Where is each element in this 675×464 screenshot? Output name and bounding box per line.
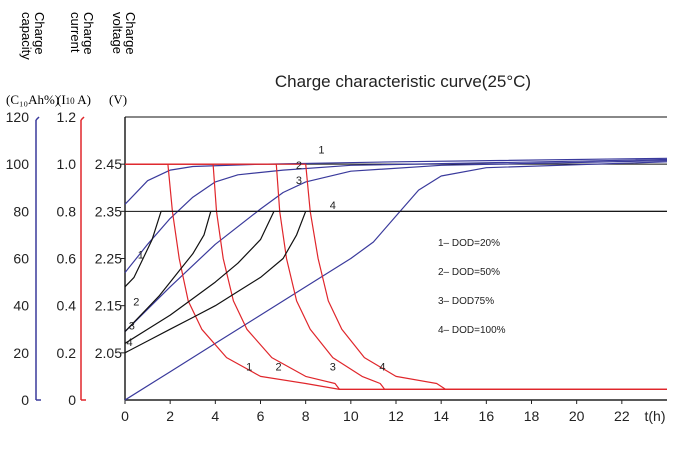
capacity-axis-title-line2: capacity	[19, 12, 34, 60]
current-curve-4	[125, 163, 667, 390]
capacity-curve-1	[124, 157, 668, 205]
x-tick-label: 12	[388, 408, 404, 424]
current-unit-prefix: (I	[57, 92, 66, 107]
capacity-curve-label-3: 3	[296, 175, 302, 187]
voltage-curve-label-3: 3	[129, 320, 135, 332]
current-axis-title-line1: Charge	[81, 12, 96, 55]
current-tick-label: 0	[68, 392, 76, 408]
current-axis-unit: (I10 A)	[57, 92, 91, 107]
x-tick-label: 20	[569, 408, 585, 424]
current-curve-1	[125, 163, 667, 390]
current-unit-subscript: 10	[66, 96, 76, 106]
current-curve-2	[125, 163, 667, 390]
voltage-tick-label: 2.15	[95, 298, 122, 314]
voltage-curve-2	[124, 211, 212, 333]
voltage-curve-label-4: 4	[126, 337, 132, 349]
capacity-tick-label: 20	[13, 345, 29, 361]
capacity-curve-label-2: 2	[296, 160, 302, 172]
legend: 1– DOD=20% 2– DOD=50% 3– DOD75% 4– DOD=100%	[438, 238, 506, 336]
capacity-tick-label: 40	[13, 298, 29, 314]
voltage-axis-title-line1: Charge	[123, 12, 138, 55]
capacity-curve-4	[124, 161, 668, 401]
chart-title: Charge characteristic curve(25°C)	[275, 72, 531, 91]
current-axis-title-line2: current	[68, 12, 83, 53]
capacity-curve-label-4: 4	[330, 200, 336, 212]
axes-layer: 02040608010012000.20.40.60.81.01.22.052.…	[6, 109, 667, 424]
voltage-tick-label: 2.05	[95, 345, 122, 361]
x-tick-label: 2	[166, 408, 174, 424]
axis-header-capacity: Charge capacity (C₁₀Ah%)	[6, 12, 59, 107]
voltage-tick-label: 2.45	[95, 156, 122, 172]
x-axis-label: t(h)	[645, 408, 666, 424]
x-tick-label: 8	[302, 408, 310, 424]
x-tick-label: 16	[479, 408, 495, 424]
capacity-axis-title-line1: Charge	[32, 12, 47, 55]
voltage-axis-title-line2: voltage	[110, 12, 125, 54]
voltage-tick-label: 2.35	[95, 203, 122, 219]
current-tick-label: 0.6	[57, 251, 77, 267]
axis-header-current: Charge current (I10 A)	[57, 12, 96, 107]
current-tick-label: 1.0	[57, 156, 77, 172]
x-tick-label: 10	[343, 408, 359, 424]
legend-entry: 4– DOD=100%	[438, 325, 506, 336]
x-tick-label: 18	[524, 408, 540, 424]
capacity-axis-cap	[35, 116, 40, 121]
current-unit-suffix: A)	[75, 92, 91, 107]
current-tick-label: 0.8	[57, 203, 77, 219]
x-tick-label: 22	[614, 408, 630, 424]
capacity-tick-label: 60	[13, 251, 29, 267]
current-curve-label-2: 2	[276, 362, 282, 374]
current-axis-cap	[80, 116, 85, 121]
capacity-tick-label: 80	[13, 203, 29, 219]
capacity-curve-2	[124, 158, 668, 273]
current-curve-3	[125, 163, 667, 390]
current-curve-label-3: 3	[330, 362, 336, 374]
voltage-curve-4	[124, 211, 307, 354]
curve-labels-layer: 1 2 3 4 1 2 3 4 1 2 3 4	[126, 145, 385, 374]
capacity-axis-unit: (C₁₀Ah%)	[6, 92, 59, 107]
x-tick-label: 4	[211, 408, 219, 424]
voltage-axis-unit: (V)	[109, 92, 127, 107]
voltage-curve-1	[124, 210, 667, 288]
x-tick-label: 0	[121, 408, 129, 424]
legend-entry: 3– DOD75%	[438, 296, 494, 307]
current-curve-label-4: 4	[379, 362, 385, 374]
voltage-tick-label: 2.25	[95, 251, 122, 267]
legend-entry: 1– DOD=20%	[438, 238, 500, 249]
current-tick-label: 1.2	[57, 109, 77, 125]
capacity-tick-label: 0	[21, 392, 29, 408]
voltage-curve-label-2: 2	[133, 297, 139, 309]
legend-entry: 2– DOD=50%	[438, 267, 500, 278]
capacity-curve-3	[124, 160, 668, 333]
x-tick-label: 14	[433, 408, 449, 424]
current-curve-label-1: 1	[246, 362, 252, 374]
capacity-tick-label: 120	[6, 109, 30, 125]
current-tick-label: 0.2	[57, 345, 77, 361]
voltage-curve-label-1: 1	[138, 250, 144, 262]
axis-header-voltage: Charge voltage (V)	[109, 12, 138, 107]
capacity-tick-label: 100	[6, 156, 30, 172]
series-layer	[124, 157, 668, 401]
x-tick-label: 6	[257, 408, 265, 424]
voltage-curve-3	[124, 211, 275, 344]
capacity-curve-label-1: 1	[318, 145, 324, 157]
current-tick-label: 0.4	[57, 298, 77, 314]
